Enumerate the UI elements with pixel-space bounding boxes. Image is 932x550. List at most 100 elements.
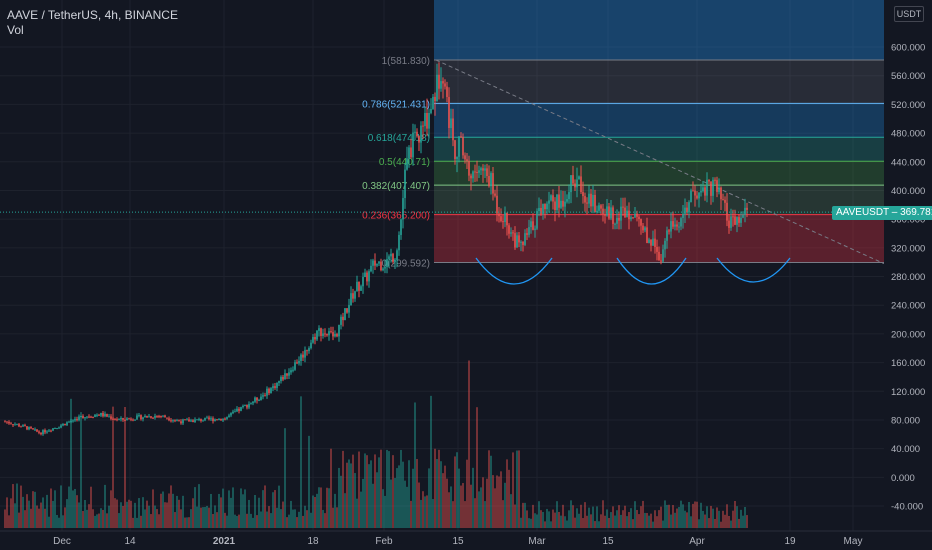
candle-body (688, 202, 690, 213)
candle-body (186, 419, 188, 421)
candle-body (620, 206, 622, 221)
candle-body (374, 260, 376, 266)
candle-body (280, 376, 282, 382)
time-tick-label: May (844, 536, 863, 547)
volume-indicator-label[interactable]: Vol (7, 23, 24, 37)
volume-bar (434, 448, 436, 528)
candle-body (126, 418, 128, 421)
candle-body (170, 420, 172, 422)
volume-bar (708, 518, 710, 528)
candle-body (62, 423, 64, 426)
volume-bar (152, 489, 154, 528)
candle-body (342, 316, 344, 321)
volume-bar (206, 505, 208, 528)
volume-bar (728, 515, 730, 528)
candle-body (198, 418, 200, 420)
volume-bar (656, 516, 658, 528)
candle-body (600, 205, 602, 209)
symbol-title[interactable]: AAVE / TetherUS, 4h, BINANCE (7, 8, 178, 22)
candle-body (580, 176, 582, 193)
volume-bar (622, 510, 624, 528)
candle-body (282, 376, 284, 380)
volume-bar (410, 500, 412, 528)
candle-body (226, 417, 228, 419)
volume-bar (278, 485, 280, 528)
candle-body (414, 131, 416, 133)
candle-body (140, 415, 142, 420)
candle-body (670, 221, 672, 232)
candle-body (518, 235, 520, 243)
volume-bar (618, 505, 620, 528)
candle-body (336, 334, 338, 337)
volume-bar (616, 510, 618, 528)
candle-body (204, 417, 206, 421)
volume-bar (346, 462, 348, 528)
price-tick-label: 480.000 (891, 129, 925, 140)
volume-bar (468, 360, 470, 528)
volume-bar (260, 511, 262, 528)
trend-line[interactable] (435, 59, 885, 265)
volume-bar (218, 493, 220, 528)
candle-body (458, 136, 460, 157)
candle-body (132, 419, 134, 421)
volume-bar (660, 506, 662, 528)
price-tick-label: 200.000 (891, 329, 925, 340)
candle-body (148, 416, 150, 418)
price-axis[interactable]: 600.000 560.000 520.000 480.000 440.000 400.0… (884, 0, 932, 532)
fibonacci-retracement[interactable]: 1(581.830) 0.786(521.431) 0.618(474.18) 0.5… (362, 0, 884, 269)
pattern-arcs[interactable] (475, 257, 791, 285)
candle-body (58, 427, 60, 429)
volume-bar (320, 487, 322, 528)
candle-body (402, 198, 404, 220)
candle-body (138, 415, 140, 417)
volume-bar (54, 490, 56, 528)
volume-bar (236, 515, 238, 528)
volume-bar (688, 501, 690, 528)
candle-body (308, 348, 310, 352)
fib-zone-band (434, 185, 884, 215)
candle-body (444, 83, 446, 87)
candle-body (306, 350, 308, 352)
candle-body (32, 428, 34, 430)
trough-arc (475, 257, 553, 285)
volume-bar (426, 495, 428, 528)
candle-body (38, 431, 40, 433)
candle-body (22, 425, 24, 427)
volume-bar (350, 463, 352, 528)
volume-bar (348, 459, 350, 528)
volume-bar (584, 502, 586, 528)
candle-body (596, 210, 598, 213)
last-price-value: 369.781 (900, 207, 932, 218)
volume-bar (462, 483, 464, 528)
last-price-separator: – (891, 207, 901, 218)
candle-body (480, 168, 482, 171)
volume-bar (298, 511, 300, 528)
candle-body (528, 227, 530, 235)
candle-body (416, 131, 418, 137)
price-tick-label: 520.000 (891, 100, 925, 111)
volume-bar (456, 452, 458, 528)
candle-body (52, 428, 54, 431)
trough-arc (616, 257, 687, 285)
volume-bar (36, 505, 38, 528)
candle-body (214, 419, 216, 422)
candle-body (190, 420, 192, 422)
volume-bar (194, 487, 196, 528)
candle-body (738, 217, 740, 223)
chart-legend: AAVE / TetherUS, 4h, BINANCE Vol (7, 8, 178, 38)
volume-bar (86, 509, 88, 528)
time-axis[interactable]: Dec 14 2021 18 Feb 15 Mar 15 Apr 19 May (0, 530, 932, 547)
currency-unit-button[interactable]: USDT (894, 6, 924, 22)
volume-bar (330, 448, 332, 528)
fib-level-label: 0.5(440.71) (379, 157, 430, 168)
volume-bar (244, 489, 246, 528)
volume-bar (24, 510, 26, 528)
candle-body (684, 207, 686, 214)
volume-bar (178, 499, 180, 528)
candle-body (232, 411, 234, 414)
candle-body (354, 291, 356, 299)
volume-bar (124, 406, 126, 528)
volume-bar (132, 517, 134, 528)
candle-body (646, 227, 648, 244)
